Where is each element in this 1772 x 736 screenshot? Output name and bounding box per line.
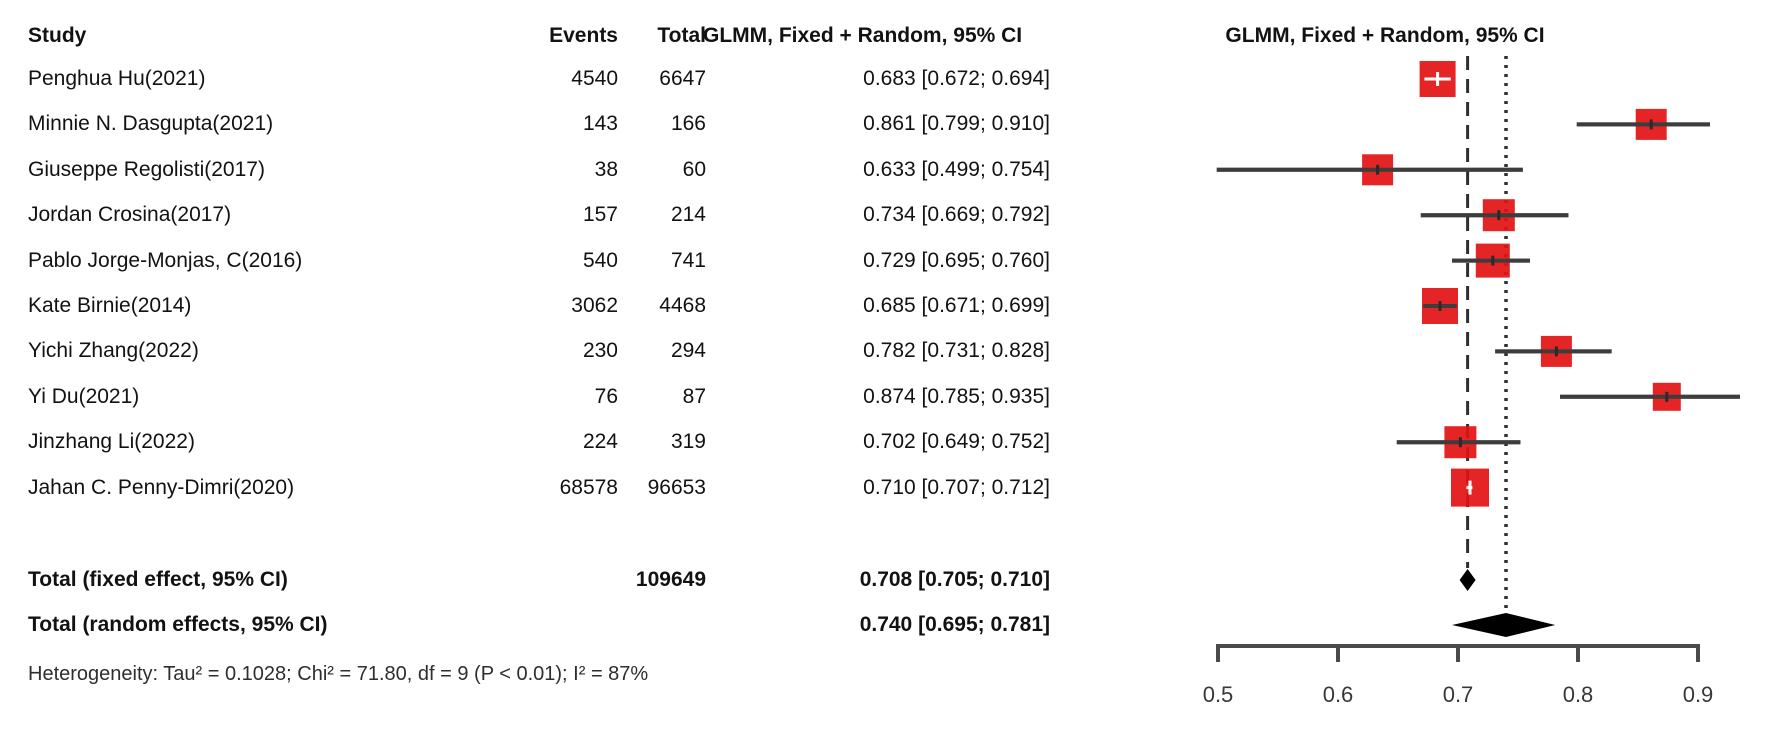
study-events: 230 bbox=[582, 339, 618, 363]
column-header-total: Total bbox=[657, 24, 706, 47]
study-events: 4540 bbox=[571, 67, 618, 90]
study-total: 319 bbox=[670, 430, 706, 454]
study-name: Yi Du(2021) bbox=[28, 384, 140, 408]
study-name: Jinzhang Li(2022) bbox=[28, 430, 195, 454]
study-ci: 0.685 [0.671; 0.699] bbox=[863, 294, 1050, 317]
study-events: 38 bbox=[594, 157, 618, 181]
study-row: Kate Birnie(2014) 3062 4468 0.685 [0.671; 0… bbox=[0, 284, 1772, 328]
axis-tick-label: 0.8 bbox=[1563, 682, 1594, 707]
heterogeneity-note: Heterogeneity: Tau² = 0.1028; Chi² = 71.… bbox=[28, 663, 649, 685]
total-label: Total (random effects, 95% CI) bbox=[28, 613, 328, 636]
total-label: Total (fixed effect, 95% CI) bbox=[28, 568, 288, 591]
study-row: Penghua Hu(2021) 4540 6647 0.683 [0.672; 0.… bbox=[0, 57, 1772, 101]
study-row: Jordan Crosina(2017) 157 214 0.734 [0.669; … bbox=[0, 193, 1772, 237]
study-name: Minnie N. Dasgupta(2021) bbox=[28, 112, 274, 136]
study-total: 96653 bbox=[647, 475, 706, 499]
total-patients: 109649 bbox=[635, 568, 706, 591]
study-ci: 0.633 [0.499; 0.754] bbox=[863, 157, 1050, 181]
axis-tick-label: 0.7 bbox=[1443, 682, 1474, 707]
study-events: 540 bbox=[582, 248, 618, 272]
study-total: 294 bbox=[670, 339, 706, 363]
study-total: 60 bbox=[682, 157, 706, 181]
column-header-events: Events bbox=[549, 24, 618, 47]
total-random-row: Total (random effects, 95% CI) 0.740 [0.6… bbox=[0, 603, 1772, 647]
study-ci: 0.734 [0.669; 0.792] bbox=[863, 203, 1050, 227]
study-total: 6647 bbox=[659, 67, 706, 90]
study-ci: 0.874 [0.785; 0.935] bbox=[863, 384, 1050, 408]
x-axis bbox=[1216, 644, 1700, 662]
study-name: Kate Birnie(2014) bbox=[28, 294, 192, 317]
study-events: 157 bbox=[582, 203, 618, 227]
study-row: Pablo Jorge-Monjas, C(2016) 540 741 0.729 [… bbox=[0, 239, 1772, 283]
study-row: Giuseppe Regolisti(2017) 38 60 0.633 [0.499… bbox=[0, 148, 1772, 192]
study-total: 87 bbox=[682, 384, 706, 408]
study-events: 224 bbox=[582, 430, 618, 454]
study-events: 3062 bbox=[571, 294, 618, 317]
axis-tick-label: 0.5 bbox=[1203, 682, 1234, 707]
study-row: Yi Du(2021) 76 87 0.874 [0.785; 0.935] bbox=[0, 375, 1772, 419]
study-total: 214 bbox=[670, 203, 706, 227]
study-row: Jahan C. Penny-Dimri(2020) 68578 96653 0.71… bbox=[0, 466, 1772, 510]
study-row: Yichi Zhang(2022) 230 294 0.782 [0.731; 0.8… bbox=[0, 329, 1772, 373]
column-header-ci: GLMM, Fixed + Random, 95% CI bbox=[703, 24, 1023, 47]
study-name: Penghua Hu(2021) bbox=[28, 67, 206, 90]
study-ci: 0.710 [0.707; 0.712] bbox=[863, 475, 1050, 499]
study-ci: 0.782 [0.731; 0.828] bbox=[863, 339, 1050, 363]
study-name: Jahan C. Penny-Dimri(2020) bbox=[28, 475, 295, 499]
study-ci: 0.861 [0.799; 0.910] bbox=[863, 112, 1050, 136]
study-row: Jinzhang Li(2022) 224 319 0.702 [0.649; 0.7… bbox=[0, 420, 1772, 464]
axis-tick-label: 0.6 bbox=[1323, 682, 1354, 707]
study-events: 143 bbox=[582, 112, 618, 136]
study-ci: 0.702 [0.649; 0.752] bbox=[863, 430, 1050, 454]
study-total: 166 bbox=[670, 112, 706, 136]
total-ci: 0.740 [0.695; 0.781] bbox=[859, 613, 1050, 636]
study-total: 4468 bbox=[659, 294, 706, 317]
study-name: Yichi Zhang(2022) bbox=[28, 339, 199, 363]
forest-diamond-random bbox=[1452, 613, 1556, 637]
total-ci: 0.708 [0.705; 0.710] bbox=[859, 568, 1050, 591]
forest-diamond-fixed bbox=[1459, 569, 1476, 591]
study-ci: 0.683 [0.672; 0.694] bbox=[863, 67, 1050, 90]
plot-header: GLMM, Fixed + Random, 95% CI bbox=[1225, 24, 1545, 47]
study-name: Pablo Jorge-Monjas, C(2016) bbox=[28, 248, 303, 272]
study-name: Giuseppe Regolisti(2017) bbox=[28, 157, 265, 181]
study-row: Minnie N. Dasgupta(2021) 143 166 0.861 [0.7… bbox=[0, 102, 1772, 146]
study-ci: 0.729 [0.695; 0.760] bbox=[863, 248, 1050, 272]
column-header-study: Study bbox=[28, 24, 87, 47]
total-fixed-row: Total (fixed effect, 95% CI) 109649 0.708 … bbox=[0, 558, 1772, 602]
study-events: 76 bbox=[594, 384, 618, 408]
study-events: 68578 bbox=[559, 475, 618, 499]
study-name: Jordan Crosina(2017) bbox=[28, 203, 232, 227]
axis-tick-label: 0.9 bbox=[1683, 682, 1714, 707]
study-total: 741 bbox=[670, 248, 706, 272]
